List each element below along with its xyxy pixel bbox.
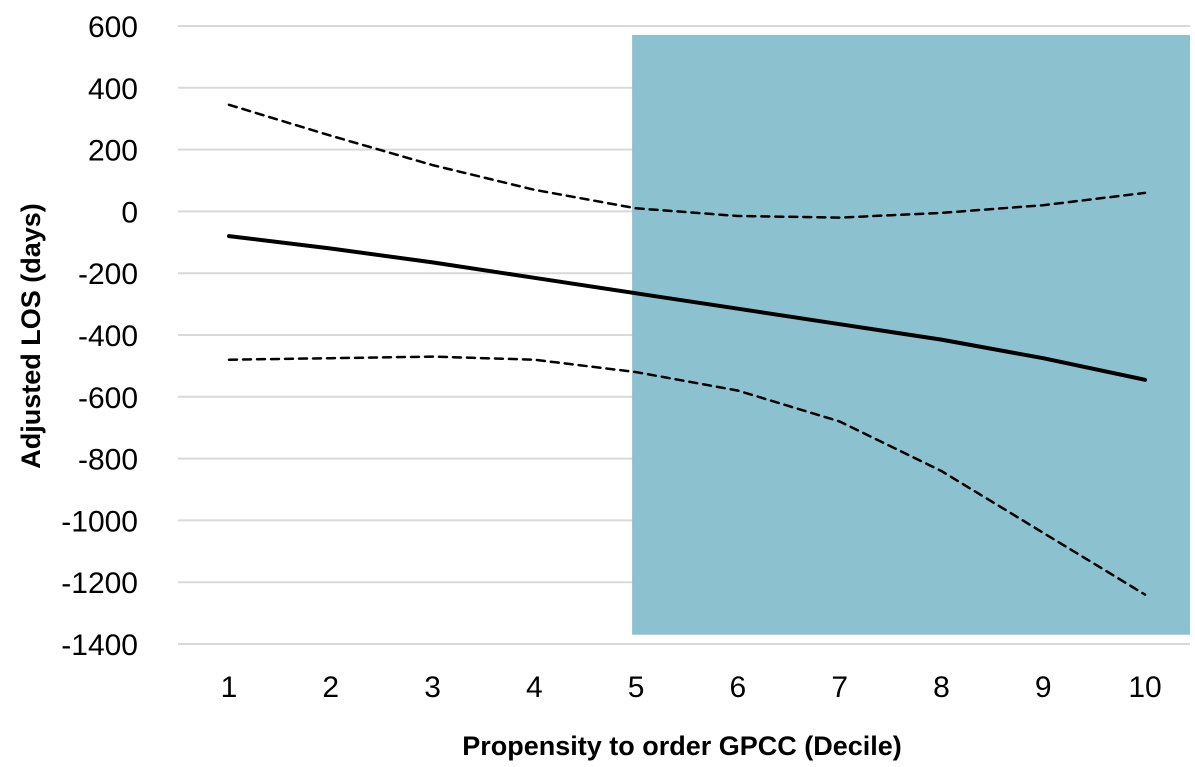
y-tick-label-0: 600 (88, 11, 138, 44)
x-axis-ticks: 1 2 3 4 5 6 7 8 9 10 (221, 671, 1162, 704)
y-tick-label-7: -800 (78, 444, 138, 477)
y-tick-label-6: -600 (78, 382, 138, 415)
y-axis-title: Adjusted LOS (days) (16, 203, 46, 469)
x-tick-label-6: 7 (831, 671, 848, 704)
series-line-1 (227, 103, 1147, 219)
x-tick-label-0: 1 (221, 671, 238, 704)
y-tick-label-9: -1200 (61, 567, 138, 600)
y-tick-label-1: 400 (88, 73, 138, 106)
x-tick-label-9: 10 (1128, 671, 1161, 704)
x-tick-label-8: 9 (1035, 671, 1052, 704)
x-tick-label-1: 2 (322, 671, 339, 704)
y-tick-label-5: -400 (78, 320, 138, 353)
x-tick-label-5: 6 (730, 671, 747, 704)
y-tick-label-2: 200 (88, 135, 138, 168)
y-tick-label-10: -1400 (61, 629, 138, 662)
x-axis-title: Propensity to order GPCC (Decile) (462, 731, 902, 761)
x-tick-label-3: 4 (526, 671, 543, 704)
x-tick-label-7: 8 (933, 671, 950, 704)
x-tick-label-2: 3 (424, 671, 441, 704)
y-tick-label-3: 0 (121, 196, 138, 229)
series-lines (227, 103, 1147, 596)
y-tick-label-8: -1000 (61, 505, 138, 538)
series-line-2 (227, 355, 1147, 596)
series-line-0 (227, 234, 1147, 382)
x-tick-label-4: 5 (628, 671, 645, 704)
y-axis-ticks: 600 400 200 0 -200 -400 -600 -800 -1000 -1200 -140… (61, 11, 138, 662)
y-tick-label-4: -200 (78, 258, 138, 291)
